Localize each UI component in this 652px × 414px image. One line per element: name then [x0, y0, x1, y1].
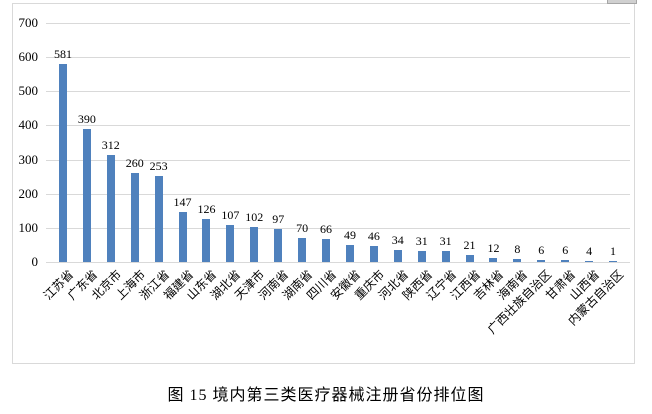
bar	[537, 260, 546, 262]
bar-value-label: 46	[367, 229, 380, 243]
bar	[58, 64, 67, 262]
gridline	[46, 91, 630, 93]
bar	[585, 261, 594, 262]
gridline	[46, 262, 630, 263]
bar-value-label: 4	[586, 244, 593, 258]
gridline	[46, 193, 630, 195]
bar-value-label: 97	[272, 212, 285, 226]
bar-value-label: 253	[149, 159, 168, 173]
gridline	[46, 159, 630, 161]
bar	[513, 259, 522, 262]
bar	[274, 229, 283, 262]
bar-value-label: 70	[296, 221, 309, 235]
bar	[250, 227, 259, 262]
chart-frame	[12, 3, 635, 364]
bar-value-label: 66	[320, 222, 333, 236]
bar-value-label: 260	[125, 156, 144, 170]
bar	[609, 261, 618, 262]
bar-value-label: 8	[514, 242, 521, 256]
bar	[561, 260, 570, 262]
bar-value-label: 390	[77, 112, 96, 126]
bar-value-label: 34	[391, 233, 404, 247]
cropped-ui-fragment	[607, 0, 637, 4]
bar-value-label: 581	[53, 47, 72, 61]
bar	[154, 176, 163, 262]
bar-value-label: 147	[173, 195, 192, 209]
bar	[417, 251, 426, 262]
y-tick-label: 300	[18, 151, 39, 167]
y-tick-label: 400	[18, 117, 39, 133]
bar-value-label: 12	[487, 241, 500, 255]
y-tick-label: 0	[31, 254, 39, 269]
bar	[489, 258, 498, 262]
y-tick-label: 600	[18, 49, 39, 65]
bar	[226, 225, 235, 262]
bar-value-label: 1	[610, 244, 617, 258]
y-tick-label: 100	[18, 219, 39, 235]
bar	[345, 245, 354, 262]
bar-value-label: 126	[197, 202, 216, 216]
bar	[106, 155, 115, 262]
bar-value-label: 21	[463, 238, 476, 252]
bar	[369, 246, 378, 262]
bar	[465, 255, 474, 262]
y-tick-label: 500	[18, 83, 39, 99]
bar	[393, 250, 402, 262]
bar	[178, 212, 187, 262]
y-tick-label: 200	[18, 185, 39, 201]
bar-value-label: 31	[415, 234, 428, 248]
gridline	[46, 227, 630, 229]
bar	[130, 173, 139, 262]
bar	[441, 251, 450, 262]
bar-value-label: 6	[538, 243, 545, 257]
bar-value-label: 312	[101, 138, 120, 152]
gridline	[46, 57, 630, 59]
gridline	[46, 125, 630, 127]
bar-value-label: 102	[245, 210, 264, 224]
bar	[298, 238, 307, 262]
bar-value-label: 107	[221, 208, 240, 222]
bar-value-label: 49	[343, 228, 356, 242]
bar-value-label: 31	[439, 234, 452, 248]
gridline	[46, 23, 630, 24]
bar	[82, 129, 91, 262]
chart-caption: 图 15 境内第三类医疗器械注册省份排位图	[167, 387, 485, 404]
bar	[322, 239, 331, 262]
bar	[202, 219, 211, 262]
y-tick-label: 700	[18, 15, 39, 30]
bar-value-label: 6	[562, 243, 569, 257]
